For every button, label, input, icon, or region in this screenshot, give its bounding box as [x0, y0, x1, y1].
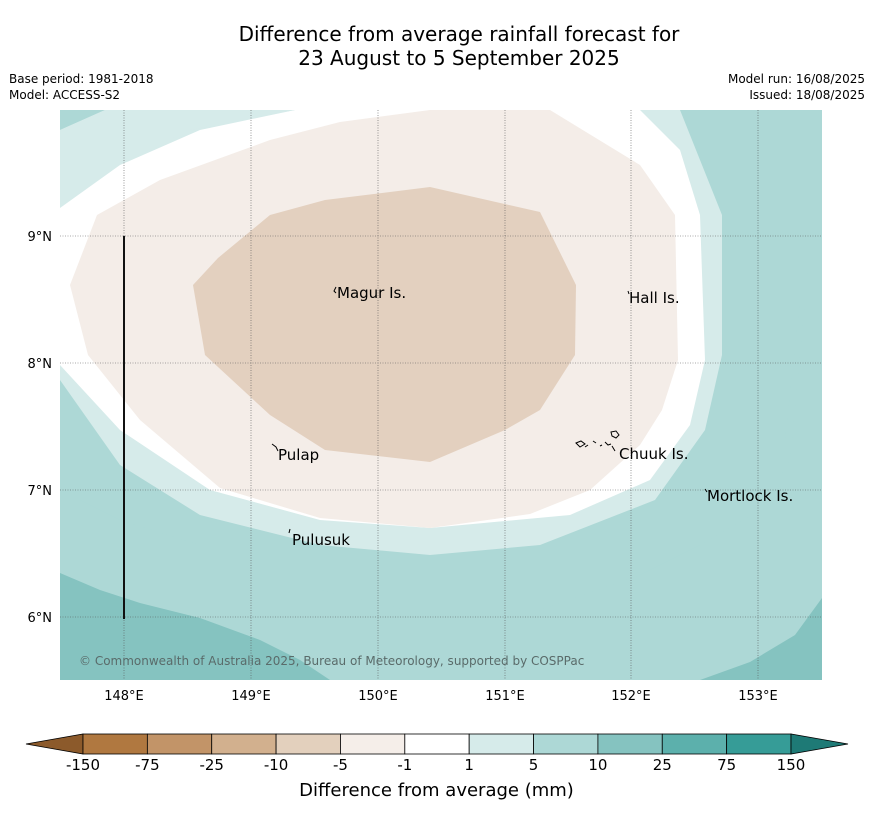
mortlock-island-mark [704, 488, 708, 493]
x-tick-150: 150°E [358, 689, 398, 704]
y-tick-7n: 7°N [28, 484, 53, 499]
colorbar-segment [275, 733, 341, 755]
x-tick-151: 151°E [485, 689, 525, 704]
y-tick-9n: 9°N [28, 230, 53, 245]
colorbar-segment [726, 733, 792, 755]
contour-10-25 [60, 573, 330, 680]
colorbar-segment [533, 733, 599, 755]
colorbar-tick-label: 150 [776, 756, 806, 774]
pulap-island-mark [271, 443, 279, 452]
x-tick-153: 153°E [738, 689, 778, 704]
contour-fields [60, 110, 822, 680]
colorbar-segment [82, 733, 148, 755]
contour-minus5-minus10 [193, 187, 576, 462]
islands [271, 286, 708, 534]
y-tick-6n: 6°N [28, 611, 53, 626]
colorbar-tick-label: -5 [332, 756, 348, 774]
model-run-text: Model run: 16/08/2025 [727, 72, 865, 86]
issued-text: Issued: 18/08/2025 [749, 88, 865, 102]
colorbar-tick-label: 1 [464, 756, 474, 774]
meta-right: Model run: 16/08/2025 Issued: 18/08/2025 [728, 71, 865, 103]
gridlines [60, 110, 822, 680]
contour-10-25-east [700, 598, 822, 680]
x-tick-148: 148°E [104, 689, 144, 704]
map-title: Difference from average rainfall forecas… [0, 22, 873, 70]
copyright-text: © Commonwealth of Australia 2025, Bureau… [79, 654, 584, 668]
pulusuk-island-mark [288, 528, 291, 534]
colorbar-tick-label: -1 [397, 756, 413, 774]
label-magur: Magur Is. [337, 284, 406, 302]
chuuk-lagoon-mark [575, 430, 620, 452]
colorbar-tick-label: 10 [588, 756, 608, 774]
label-mortlock: Mortlock Is. [707, 487, 793, 505]
label-pulusuk: Pulusuk [292, 531, 350, 549]
title-line-2: 23 August to 5 September 2025 [298, 46, 620, 70]
label-hall: Hall Is. [629, 289, 680, 307]
colorbar-title: Difference from average (mm) [299, 780, 574, 801]
magur-island-mark [333, 286, 337, 294]
colorbar-segment [340, 733, 406, 755]
colorbar-tick-label: -10 [263, 756, 289, 774]
base-period-text: Base period: 1981-2018 [9, 72, 154, 86]
colorbar-segment [146, 733, 213, 755]
colorbar-segment [211, 733, 277, 755]
colorbar-extend-high [790, 733, 849, 755]
y-tick-8n: 8°N [28, 357, 53, 372]
x-tick-149: 149°E [231, 689, 271, 704]
colorbar-segment [404, 733, 470, 755]
model-text: Model: ACCESS-S2 [9, 88, 121, 102]
colorbar-extend-low [25, 733, 84, 755]
label-chuuk: Chuuk Is. [619, 445, 688, 463]
title-line-1: Difference from average rainfall forecas… [238, 22, 680, 46]
colorbar-tick-label: -25 [199, 756, 224, 774]
x-tick-152: 152°E [611, 689, 651, 704]
colorbar-tick-label: -150 [65, 756, 101, 774]
colorbar-tick-label: -75 [135, 756, 160, 774]
colorbar-tick-label: 25 [652, 756, 672, 774]
colorbar-segment [661, 733, 728, 755]
colorbar [25, 733, 849, 755]
meta-left: Base period: 1981-2018 Model: ACCESS-S2 [9, 71, 154, 103]
colorbar-tick-label: 5 [528, 756, 539, 774]
colorbar-segment [468, 733, 534, 755]
contour-nw-strip [60, 110, 295, 205]
colorbar-segment [597, 733, 663, 755]
label-pulap: Pulap [278, 446, 319, 464]
colorbar-tick-label: 75 [717, 756, 737, 774]
hall-island-mark [627, 290, 630, 295]
